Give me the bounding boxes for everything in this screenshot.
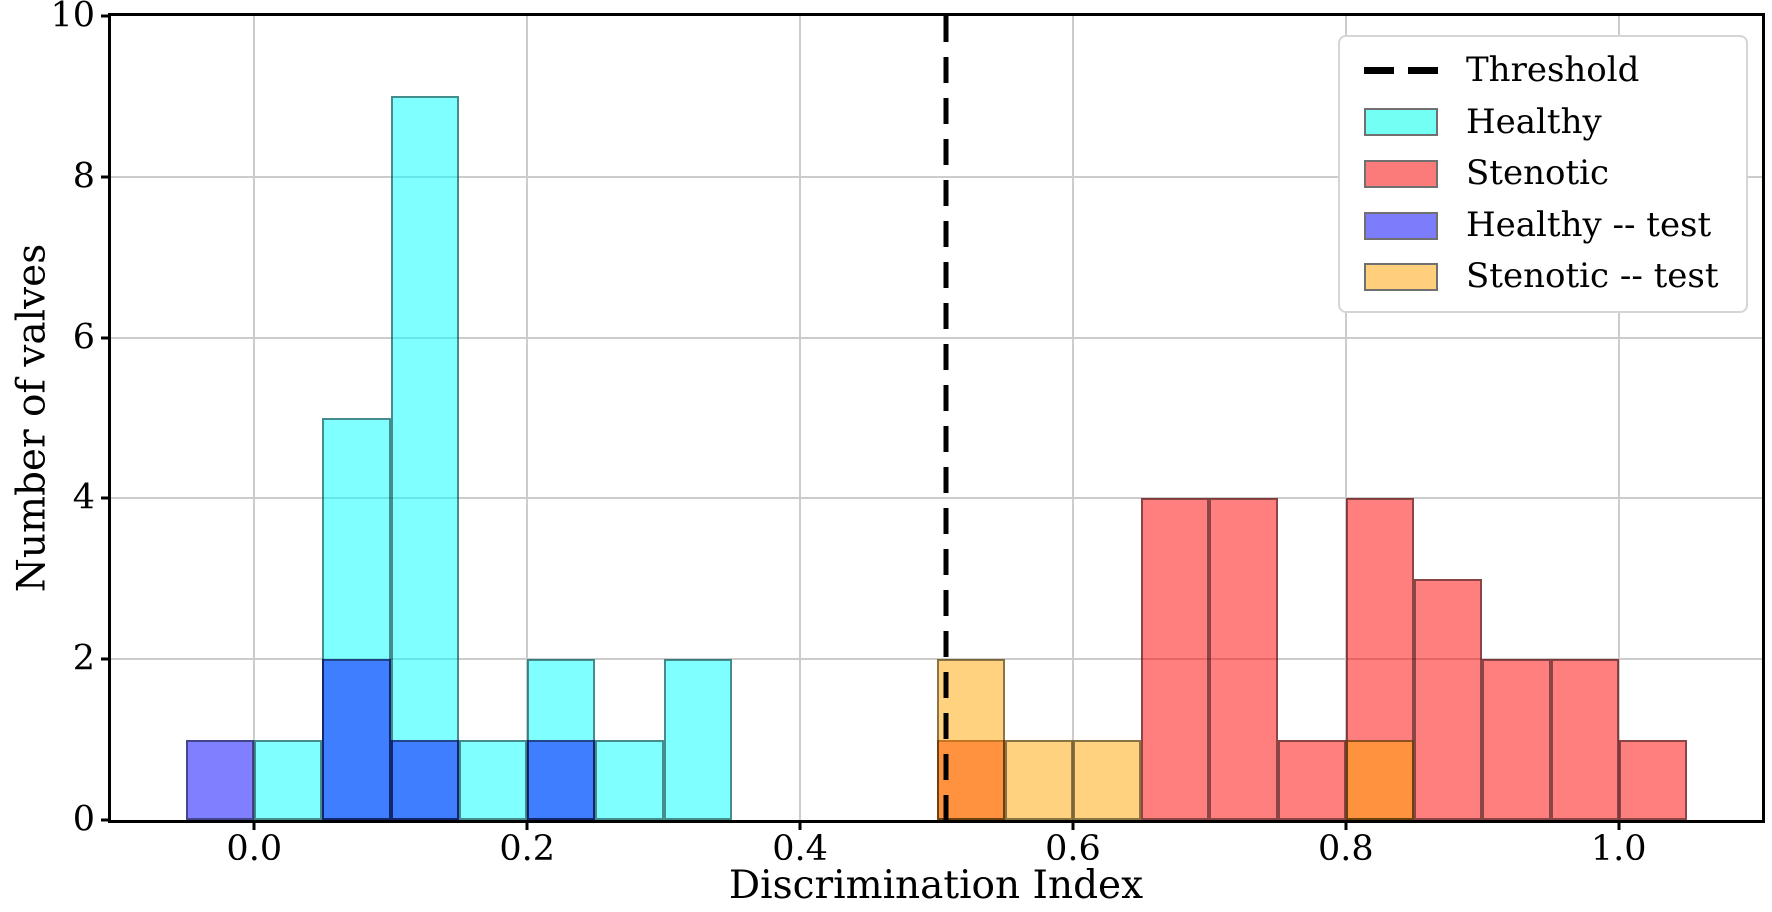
x-axis-label: Discrimination Index [728,863,1144,908]
x-tick-label: 0.6 [1045,829,1101,869]
legend: Threshold Healthy Stenotic Healthy -- test S… [1338,35,1748,313]
x-tick-mark [525,820,529,830]
gridline-horizontal [111,336,1762,339]
legend-label: Healthy -- test [1466,204,1712,245]
y-tick-mark [101,336,111,340]
gridline-vertical [526,16,529,820]
y-tick-label: 0 [72,799,95,840]
y-tick-mark [101,175,111,179]
bar-stenotic-test [1004,739,1073,820]
gridline-vertical [1617,16,1620,820]
legend-color-patch [1364,211,1438,240]
bar-healthy [663,659,732,820]
x-tick-label: 0.0 [226,829,283,869]
bar-healthy [595,739,664,820]
bar-stenotic-test [1072,739,1142,820]
gridline-horizontal [111,175,1762,178]
bar-healthy-test [186,739,255,820]
legend-item: Healthy -- test [1364,204,1738,245]
legend-color-patch [1364,108,1438,137]
bar-stenotic [1414,578,1483,820]
bar-stenotic [1209,498,1278,820]
bar-healthy-test [390,739,459,820]
legend-color-patch [1364,159,1438,188]
legend-color-patch [1364,263,1438,292]
x-tick-mark [1344,820,1348,830]
bar-stenotic [1277,739,1346,820]
bar-stenotic-test [1345,739,1415,820]
bar-stenotic [1141,498,1210,820]
gridline-horizontal [111,497,1762,500]
y-tick-label: 2 [72,638,95,679]
bar-stenotic [1550,659,1619,820]
legend-label: Stenotic -- test [1466,256,1719,297]
gridline-vertical [1344,16,1347,820]
bar-healthy [458,739,528,820]
threshold-line [943,16,949,820]
y-tick-mark [101,14,111,18]
x-tick-mark [1617,820,1621,830]
bar-stenotic [1618,739,1687,820]
x-tick-mark [1071,820,1075,830]
x-tick-mark [798,820,802,830]
y-tick-label: 10 [50,0,95,36]
x-tick-mark [252,820,256,830]
x-tick-label: 0.2 [499,829,555,869]
legend-item: Threshold [1364,49,1738,90]
legend-label: Threshold [1466,49,1640,90]
y-tick-label: 4 [72,477,95,518]
y-tick-mark [101,818,111,822]
legend-label: Stenotic [1466,153,1610,194]
y-tick-label: 6 [72,317,95,358]
bar-healthy [390,96,459,820]
bar-healthy-test [322,659,391,820]
gridline-vertical [1071,16,1074,820]
y-tick-mark [101,496,111,500]
threshold-dash-icon [1364,67,1438,75]
legend-label: Healthy [1466,101,1602,142]
y-axis-label: Number of valves [9,243,55,593]
legend-item: Healthy [1364,101,1738,142]
y-tick-label: 8 [72,156,95,197]
gridline-vertical [799,16,802,820]
legend-item: Stenotic -- test [1364,259,1738,295]
x-tick-label: 1.0 [1590,829,1647,869]
bar-healthy [254,739,323,820]
x-tick-label: 0.8 [1317,829,1374,869]
x-tick-label: 0.4 [772,829,828,869]
legend-item: Stenotic [1364,153,1738,194]
bar-stenotic [1482,659,1551,820]
bar-healthy-test [527,739,596,820]
y-tick-mark [101,657,111,661]
plot-area: 0.0 0.2 0.4 0.6 0.8 1.0 0 2 4 6 8 10 [50,0,1765,867]
gridline-vertical [253,16,256,820]
